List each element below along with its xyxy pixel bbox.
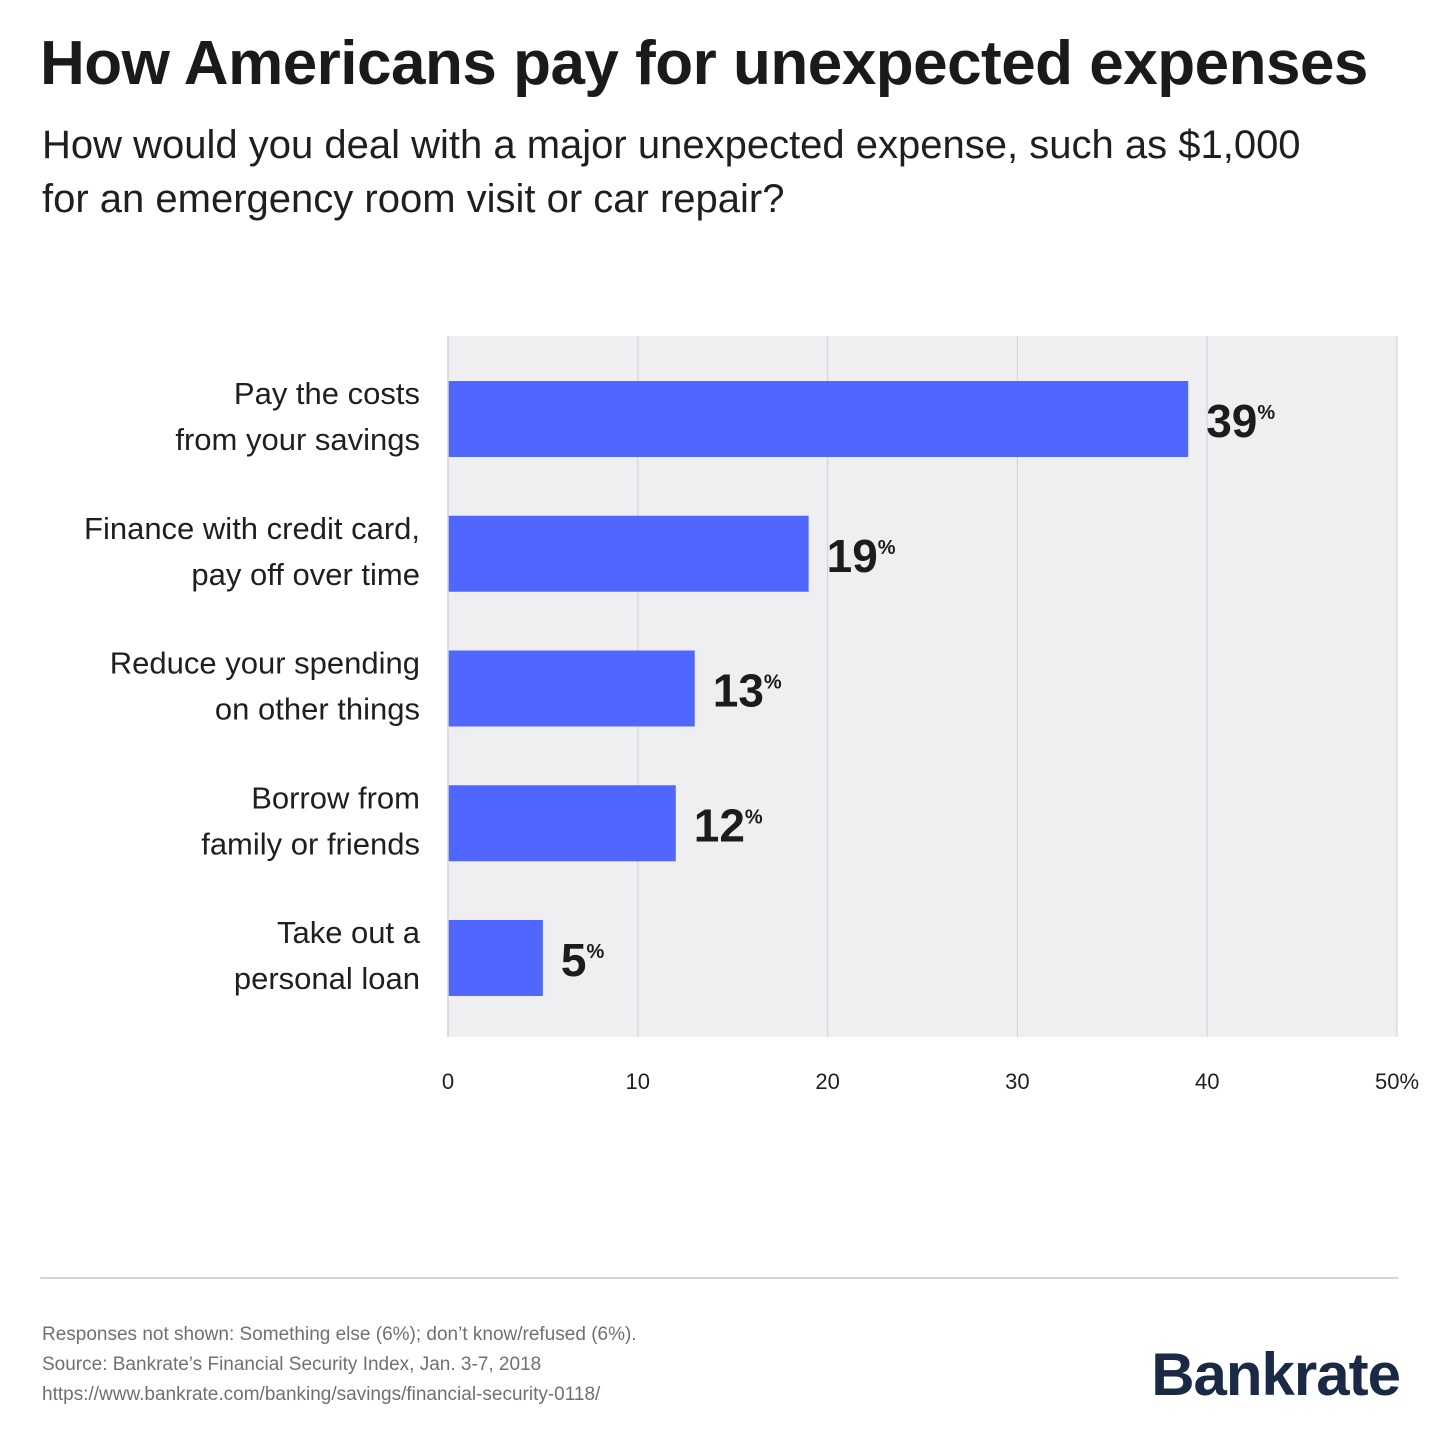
category-label: from your savings: [175, 422, 420, 457]
category-label: Pay the costs: [234, 376, 420, 411]
value-label: 13%: [713, 665, 782, 717]
bankrate-logo: Bankrate: [1151, 1341, 1401, 1408]
bar: [448, 785, 676, 862]
footer-divider: [40, 1277, 1398, 1279]
bar: [448, 381, 1189, 457]
value-label: 5%: [561, 934, 605, 986]
chart-title: How Americans pay for unexpected expense…: [40, 29, 1368, 98]
category-label: Borrow from: [251, 780, 420, 815]
x-tick-label: 40: [1195, 1069, 1219, 1094]
value-label: 19%: [827, 530, 896, 582]
bar-chart: 0 10 20 30 40 50% Pay the costs from your savin…: [84, 336, 1419, 1094]
footnotes: Responses not shown: Something else (6%)…: [42, 1320, 637, 1410]
bar: [448, 515, 809, 592]
value-label: 12%: [694, 799, 763, 851]
chart-subtitle: How would you deal with a major unexpect…: [42, 123, 1301, 221]
x-tick-label: 10: [626, 1069, 650, 1094]
category-label: on other things: [215, 692, 420, 727]
category-label: pay off over time: [191, 557, 420, 592]
x-tick-label: 0: [442, 1069, 454, 1094]
footnote-responses: Responses not shown: Something else (6%)…: [42, 1324, 637, 1345]
category-label: Take out a: [277, 915, 421, 950]
footnote-source: Source: Bankrate’s Financial Security In…: [42, 1354, 542, 1375]
category-label: Finance with credit card,: [84, 511, 420, 546]
value-label: 39%: [1206, 395, 1275, 447]
x-tick-label: 30: [1005, 1069, 1029, 1094]
x-tick-label: 20: [815, 1069, 839, 1094]
footnote-url[interactable]: https://www.bankrate.com/banking/savings…: [42, 1384, 601, 1405]
x-tick-label: 50%: [1375, 1069, 1419, 1094]
bar: [448, 650, 695, 727]
category-label: family or friends: [201, 826, 420, 861]
category-label: Reduce your spending: [110, 646, 420, 681]
category-label: personal loan: [234, 961, 420, 996]
bar: [448, 920, 543, 996]
